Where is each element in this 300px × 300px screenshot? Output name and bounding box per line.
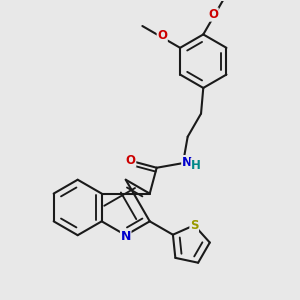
Text: O: O [157, 29, 167, 42]
Text: S: S [190, 219, 198, 232]
Text: O: O [126, 154, 136, 167]
Text: N: N [121, 230, 131, 243]
Text: H: H [191, 159, 201, 172]
Text: N: N [182, 156, 192, 169]
Text: O: O [208, 8, 218, 21]
